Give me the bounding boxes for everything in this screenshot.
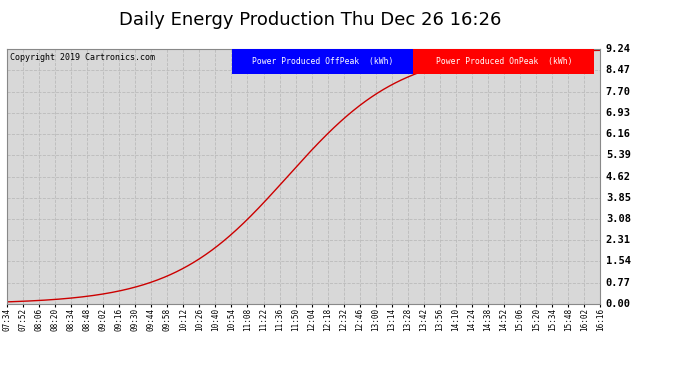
Text: 1.54: 1.54 (606, 256, 631, 266)
Text: 5.39: 5.39 (606, 150, 631, 160)
Text: 3.08: 3.08 (606, 214, 631, 224)
Text: 9.24: 9.24 (606, 44, 631, 54)
Text: Copyright 2019 Cartronics.com: Copyright 2019 Cartronics.com (10, 53, 155, 62)
Text: 0.00: 0.00 (606, 299, 631, 309)
Text: Power Produced OnPeak  (kWh): Power Produced OnPeak (kWh) (435, 57, 572, 66)
Text: Daily Energy Production Thu Dec 26 16:26: Daily Energy Production Thu Dec 26 16:26 (119, 11, 502, 29)
Text: 3.85: 3.85 (606, 193, 631, 203)
Bar (413, 49, 594, 74)
Text: 6.16: 6.16 (606, 129, 631, 139)
Text: 6.93: 6.93 (606, 108, 631, 118)
Text: 4.62: 4.62 (606, 171, 631, 182)
Text: 8.47: 8.47 (606, 66, 631, 75)
Bar (233, 49, 413, 74)
Text: 2.31: 2.31 (606, 235, 631, 245)
Text: 0.77: 0.77 (606, 278, 631, 288)
Text: Power Produced OffPeak  (kWh): Power Produced OffPeak (kWh) (253, 57, 393, 66)
Text: 7.70: 7.70 (606, 87, 631, 97)
